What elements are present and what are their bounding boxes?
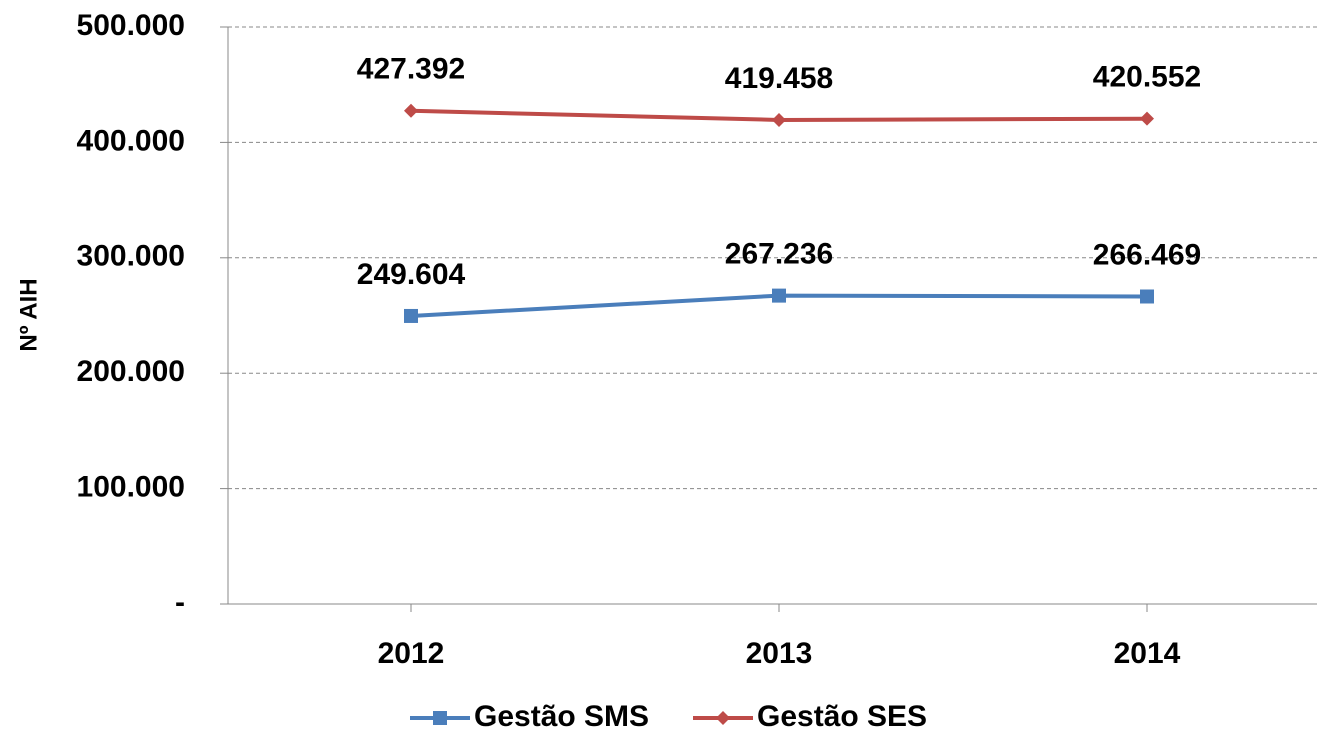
data-label: 267.236 xyxy=(725,238,833,271)
legend-label: Gestão SMS xyxy=(474,700,649,733)
data-point xyxy=(404,103,418,118)
data-label: 427.392 xyxy=(357,53,465,86)
y-tick-label: - xyxy=(175,586,185,619)
y-tick-label: 100.000 xyxy=(77,471,185,504)
data-label: 266.469 xyxy=(1093,238,1201,271)
x-tick-label: 2013 xyxy=(746,637,813,670)
y-tick-label: 400.000 xyxy=(77,124,185,157)
x-tick-label: 2014 xyxy=(1114,637,1181,670)
data-label: 419.458 xyxy=(725,62,833,95)
y-tick-label: 300.000 xyxy=(77,240,185,273)
y-tick-label: 500.000 xyxy=(77,9,185,42)
data-point xyxy=(1140,289,1154,304)
data-point xyxy=(772,288,786,303)
data-point xyxy=(772,112,786,127)
legend-label: Gestão SES xyxy=(757,700,927,733)
data-label: 420.552 xyxy=(1093,61,1201,94)
legend-marker xyxy=(716,711,730,725)
y-tick-label: 200.000 xyxy=(77,355,185,388)
data-point xyxy=(1140,111,1154,126)
x-tick-label: 2012 xyxy=(378,637,445,670)
y-axis-label: Nº AIH xyxy=(15,278,42,351)
legend-marker xyxy=(433,711,447,725)
data-label: 249.604 xyxy=(357,258,466,291)
data-point xyxy=(404,308,418,323)
